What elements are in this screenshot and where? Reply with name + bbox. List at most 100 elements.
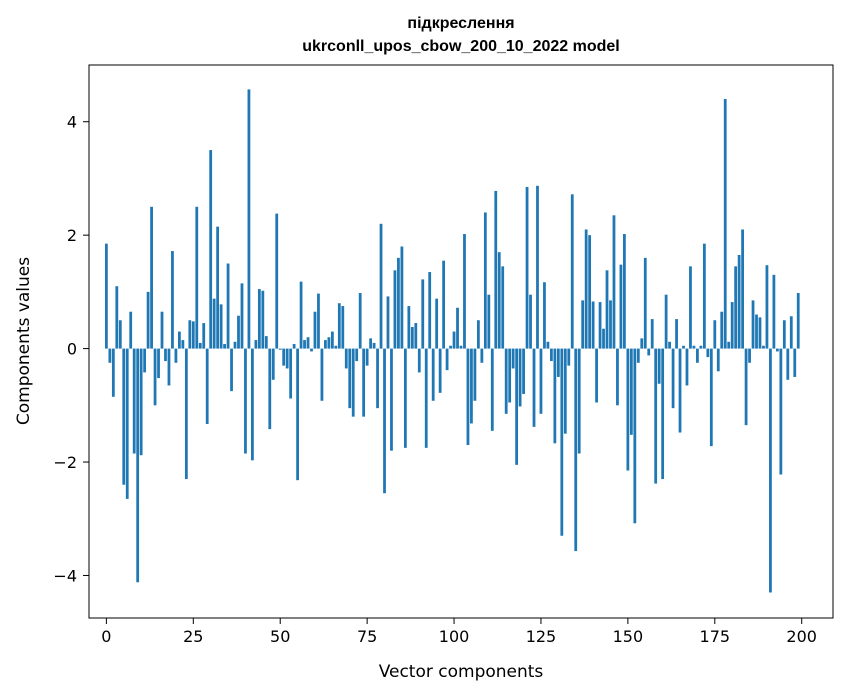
bar: [511, 348, 515, 369]
bar: [654, 348, 658, 484]
bar: [191, 321, 195, 349]
bar: [157, 348, 160, 379]
bar: [598, 302, 602, 349]
bar: [623, 234, 626, 349]
bar: [386, 296, 390, 349]
bar: [240, 283, 244, 349]
x-tick-label: 50: [270, 627, 290, 646]
bar: [292, 344, 296, 349]
bar: [584, 229, 588, 349]
bar: [407, 306, 411, 349]
bar: [762, 345, 765, 349]
bar: [782, 320, 786, 349]
bar: [195, 206, 199, 349]
bar: [379, 223, 383, 349]
bar: [104, 243, 108, 349]
bar: [456, 307, 459, 349]
bar: [480, 348, 484, 363]
x-axis-ticks: 0 25 50 75 100 125 150 175 200: [101, 618, 817, 646]
bar: [362, 348, 366, 417]
bar: [244, 348, 247, 454]
x-tick-label: 125: [526, 627, 557, 646]
bar: [609, 300, 612, 349]
bar: [264, 336, 268, 349]
bar: [751, 300, 755, 349]
bar: [692, 345, 696, 349]
bar: [476, 320, 480, 349]
bar: [306, 337, 310, 349]
bar: [365, 348, 369, 366]
bar: [410, 327, 414, 349]
bar: [254, 340, 258, 349]
bar: [431, 348, 435, 401]
bar: [550, 348, 553, 362]
bar: [522, 348, 525, 394]
bar: [337, 303, 341, 349]
bar: [543, 282, 546, 349]
bar: [786, 348, 790, 380]
bar: [737, 255, 741, 349]
bar: [730, 302, 734, 349]
bar: [324, 340, 327, 349]
bar: [497, 252, 501, 349]
bar: [463, 234, 466, 349]
bar: [612, 215, 616, 349]
bar: [317, 293, 320, 349]
bar: [247, 89, 251, 349]
bar: [633, 348, 637, 524]
bar: [459, 345, 463, 349]
x-tick-label: 100: [439, 627, 470, 646]
bar: [223, 344, 226, 349]
x-tick-label: 200: [786, 627, 817, 646]
bar: [518, 348, 522, 407]
bar: [358, 293, 362, 349]
chart-title-line2: ukrconll_upos_cbow_200_10_2022 model: [302, 38, 619, 55]
bar: [209, 150, 213, 349]
bar: [483, 212, 487, 349]
bar: [678, 348, 682, 433]
y-tick-label: 4: [67, 113, 77, 132]
bar: [668, 341, 671, 349]
bar: [709, 348, 713, 447]
bar: [216, 226, 220, 349]
bar: [351, 348, 355, 417]
bar: [285, 348, 289, 369]
y-axis-ticks: −4 −2 0 2 4: [53, 113, 89, 585]
bar: [487, 294, 491, 349]
bar: [108, 348, 112, 363]
bar: [570, 194, 574, 349]
bar: [174, 348, 178, 363]
bar: [779, 348, 783, 475]
x-tick-label: 25: [183, 627, 203, 646]
bar: [122, 348, 126, 485]
bar: [675, 319, 678, 349]
bar: [741, 229, 744, 349]
bar: [111, 348, 115, 397]
bar: [355, 348, 359, 362]
bar: [720, 311, 724, 349]
bar: [605, 270, 609, 349]
bar: [296, 348, 299, 481]
bar: [755, 314, 758, 349]
bar: [143, 348, 147, 373]
bar: [706, 348, 710, 358]
bar: [150, 206, 153, 349]
bar: [136, 348, 140, 583]
bar: [563, 348, 567, 434]
bar: [616, 348, 619, 406]
bar: [153, 348, 157, 406]
bar: [636, 348, 640, 363]
bar: [727, 341, 731, 349]
bar: [556, 348, 560, 377]
bar: [237, 315, 240, 349]
bar: [588, 235, 592, 349]
bar: [664, 294, 668, 349]
bar: [650, 319, 654, 349]
x-tick-label: 150: [613, 627, 644, 646]
bar: [341, 306, 345, 349]
bar: [348, 348, 352, 409]
bar: [421, 279, 425, 349]
bar: [369, 338, 372, 349]
bar: [198, 342, 202, 349]
bar: [525, 186, 529, 349]
